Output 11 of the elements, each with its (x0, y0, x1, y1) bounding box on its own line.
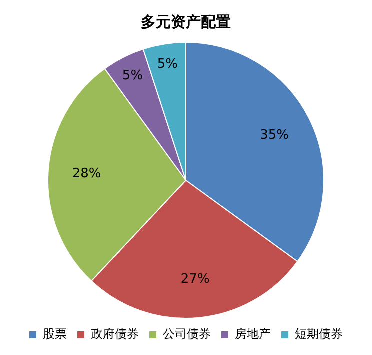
legend-label: 房地产 (235, 327, 271, 342)
data-label: 35% (260, 128, 289, 143)
data-label: 27% (180, 272, 210, 287)
chart-title: 多元资产配置 (141, 12, 231, 31)
data-label: 5% (157, 57, 178, 72)
data-label: 5% (122, 68, 144, 84)
legend-label: 公司债券 (163, 327, 211, 342)
legend-label: 政府债券 (91, 327, 139, 342)
legend-label: 短期债券 (295, 327, 343, 342)
data-label: 28% (72, 166, 102, 182)
legend-label: 股票 (43, 327, 67, 342)
